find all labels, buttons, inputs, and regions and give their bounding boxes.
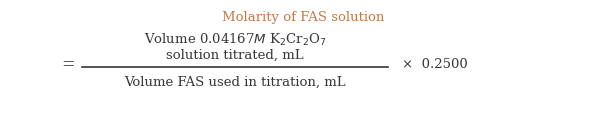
Text: Molarity of FAS solution: Molarity of FAS solution: [222, 11, 384, 24]
Text: solution titrated, mL: solution titrated, mL: [166, 49, 304, 62]
Text: Volume 0.04167$M$ K$_2$Cr$_2$O$_7$: Volume 0.04167$M$ K$_2$Cr$_2$O$_7$: [144, 32, 327, 48]
Text: Volume FAS used in titration, mL: Volume FAS used in titration, mL: [124, 75, 346, 88]
Text: =: =: [61, 57, 75, 74]
Text: ×  0.2500: × 0.2500: [402, 58, 468, 71]
